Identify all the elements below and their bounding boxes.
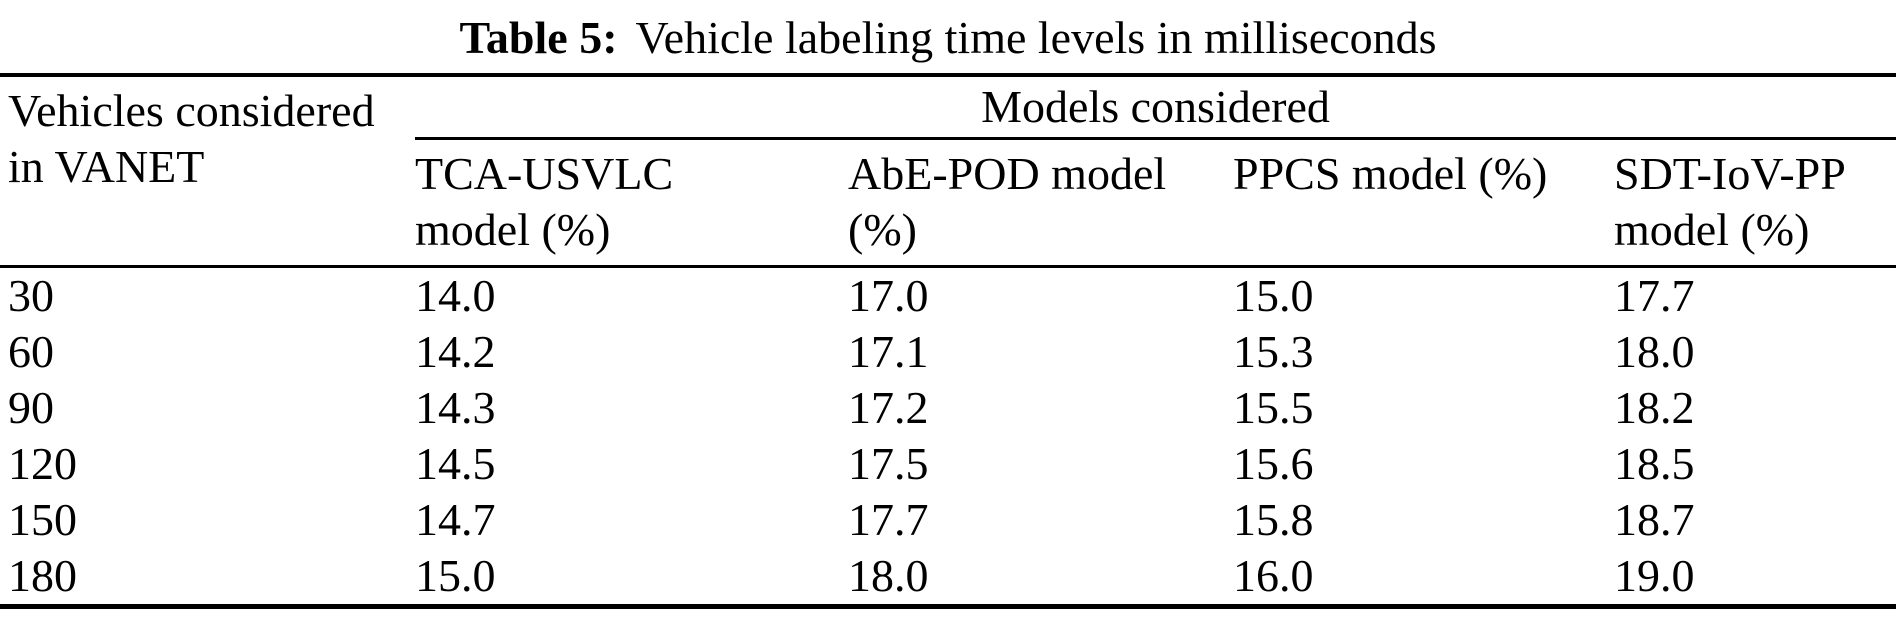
table-row: 180 15.0 18.0 16.0 19.0: [0, 548, 1896, 607]
column-header-vehicles-line2: in VANET: [8, 141, 205, 192]
column-header-abe-pod: AbE-POD model (%): [848, 138, 1233, 268]
table-cell: 15.0: [415, 549, 496, 601]
column-header-row: TCA-USVLC model (%) AbE-POD model (%) PP…: [0, 138, 1896, 268]
table-cell: 17.7: [1614, 269, 1695, 321]
column-header-sdt-iov-pp-line2: model (%): [1614, 203, 1810, 255]
column-header-ppcs-line1: PPCS model (%): [1233, 147, 1548, 199]
column-header-tca-usvlc-line2: model (%): [415, 203, 611, 255]
table-cell: 15.0: [1233, 269, 1314, 321]
cell-vehicles: 150: [8, 493, 77, 545]
table-row: 120 14.5 17.5 15.6 18.5: [0, 436, 1896, 492]
table-caption-label: Table 5:: [459, 12, 618, 63]
table-cell: 15.6: [1233, 437, 1314, 489]
cell-vehicles: 120: [8, 437, 77, 489]
table-cell: 16.0: [1233, 549, 1314, 601]
column-header-abe-pod-line1: AbE-POD model: [848, 147, 1167, 199]
column-header-vehicles-line1: Vehicles considered: [8, 85, 375, 136]
table-cell: 14.3: [415, 381, 496, 433]
group-header-row: Vehicles considered in VANET Models cons…: [0, 75, 1896, 268]
table-cell: 17.7: [848, 493, 929, 545]
table-cell: 17.1: [848, 325, 929, 377]
table-cell: 17.2: [848, 381, 929, 433]
column-header-sdt-iov-pp-line1: SDT-IoV-PP: [1614, 147, 1846, 199]
table-cell: 15.8: [1233, 493, 1314, 545]
table-cell: 19.0: [1614, 549, 1695, 601]
table-row: 150 14.7 17.7 15.8 18.7: [0, 492, 1896, 548]
table-caption: Table 5: Vehicle labeling time levels in …: [0, 0, 1896, 73]
table-row: 90 14.3 17.2 15.5 18.2: [0, 380, 1896, 436]
table-cell: 18.0: [1614, 325, 1695, 377]
table-cell: 18.5: [1614, 437, 1695, 489]
column-header-tca-usvlc-line1: TCA-USVLC: [415, 147, 674, 199]
cell-vehicles: 180: [8, 549, 77, 601]
table-caption-text: Vehicle labeling time levels in millisec…: [635, 12, 1437, 63]
table-cell: 15.5: [1233, 381, 1314, 433]
table-cell: 18.7: [1614, 493, 1695, 545]
column-header-ppcs: PPCS model (%): [1233, 138, 1614, 268]
column-header-sdt-iov-pp: SDT-IoV-PP model (%): [1614, 138, 1896, 268]
table-cell: 14.2: [415, 325, 496, 377]
table-cell: 18.0: [848, 549, 929, 601]
table-row: 60 14.2 17.1 15.3 18.0: [0, 324, 1896, 380]
table-row: 30 14.0 17.0 15.0 17.7: [0, 266, 1896, 324]
table-cell: 15.3: [1233, 325, 1314, 377]
cell-vehicles: 60: [8, 325, 54, 377]
column-header-vehicles: Vehicles considered in VANET: [0, 75, 415, 268]
group-header-models: Models considered: [415, 75, 1896, 140]
table-cell: 14.0: [415, 269, 496, 321]
table-cell: 17.0: [848, 269, 929, 321]
column-header-tca-usvlc: TCA-USVLC model (%): [415, 138, 848, 268]
vehicle-labeling-table: Vehicles considered in VANET Models cons…: [0, 73, 1896, 609]
cell-vehicles: 90: [8, 381, 54, 433]
table-cell: 18.2: [1614, 381, 1695, 433]
cell-vehicles: 30: [8, 269, 54, 321]
table-cell: 14.7: [415, 493, 496, 545]
table-cell: 17.5: [848, 437, 929, 489]
column-header-abe-pod-line2: (%): [848, 203, 917, 255]
table-cell: 14.5: [415, 437, 496, 489]
